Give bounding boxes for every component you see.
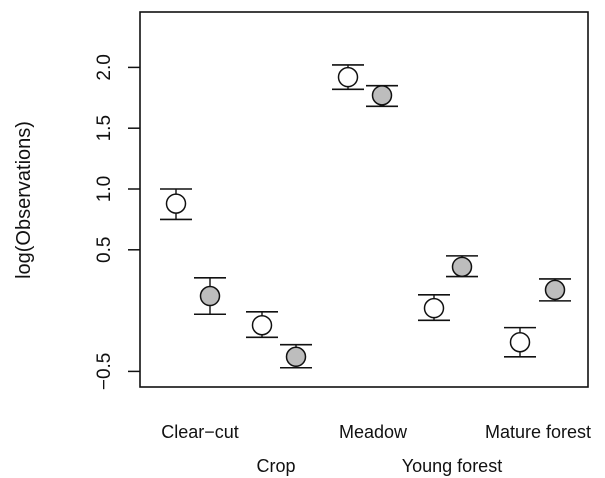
data-point xyxy=(446,255,478,278)
data-point xyxy=(246,311,278,339)
filled-point xyxy=(451,256,473,278)
y-tick-label: 1.0 xyxy=(94,176,115,202)
y-tick-label: −0.5 xyxy=(94,353,115,391)
open-point xyxy=(337,66,359,88)
x-category-label: Crop xyxy=(256,456,295,476)
data-point xyxy=(418,293,450,322)
filled-point xyxy=(199,285,221,307)
y-tick-label: 0.5 xyxy=(94,237,115,263)
x-category-label: Mature forest xyxy=(485,422,591,442)
filled-point xyxy=(285,346,307,368)
y-tick-label: 1.5 xyxy=(94,115,115,141)
open-point xyxy=(509,331,531,353)
open-point xyxy=(251,314,273,336)
filled-point xyxy=(544,279,566,301)
x-axis-labels: Clear−cut Crop Meadow Young forest Mature fo… xyxy=(161,422,591,476)
data-point xyxy=(280,343,312,369)
open-point xyxy=(165,193,187,214)
data-point xyxy=(366,84,398,108)
y-axis: −0.5 0.5 1.0 1.5 2.0 xyxy=(94,54,140,390)
x-category-label: Young forest xyxy=(402,456,502,476)
data-point xyxy=(332,64,364,91)
data-point xyxy=(194,276,226,316)
data-point xyxy=(539,278,571,302)
x-category-label: Clear−cut xyxy=(161,422,239,442)
filled-point xyxy=(371,85,393,106)
data-point xyxy=(504,326,536,358)
plot-frame xyxy=(139,11,589,388)
open-point xyxy=(423,297,445,319)
y-axis-label: log(Observations) xyxy=(13,121,35,279)
data-marks xyxy=(160,64,571,369)
y-tick-label: 2.0 xyxy=(94,54,115,80)
data-point xyxy=(160,188,192,221)
x-category-label: Meadow xyxy=(339,422,408,442)
